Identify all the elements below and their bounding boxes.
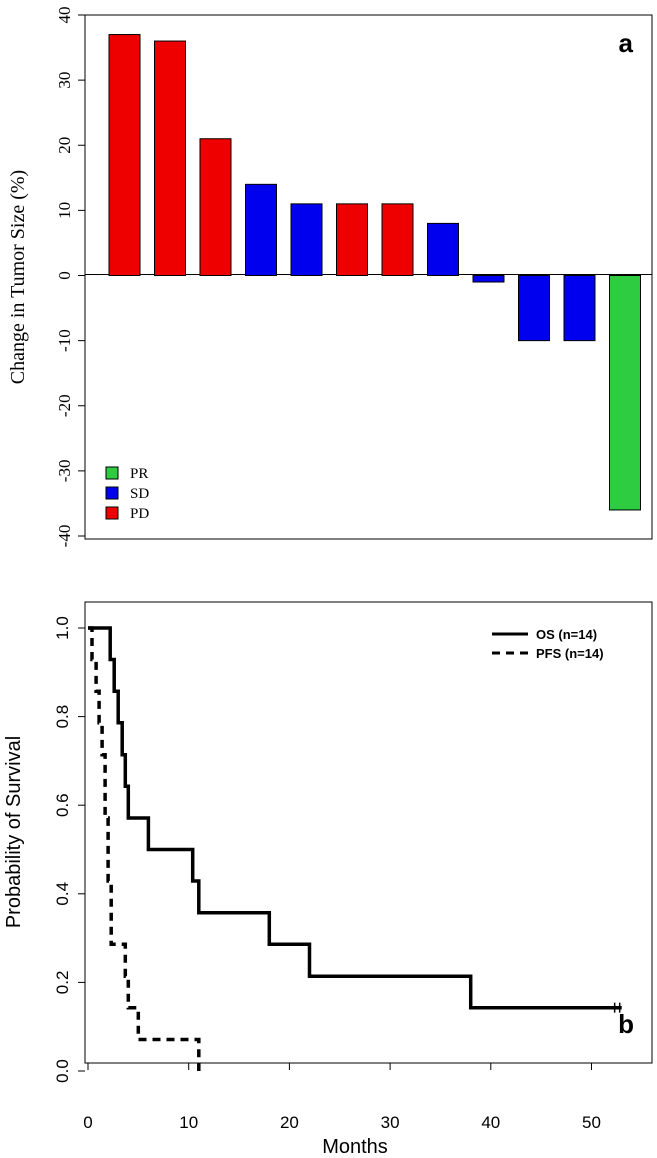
waterfall-bar — [381, 203, 414, 276]
waterfall-bar — [563, 275, 596, 342]
waterfall-plot-frame — [84, 14, 653, 540]
waterfall-y-tick-label: 10 — [55, 202, 74, 219]
survival-x-tick-label: 0 — [83, 1113, 92, 1132]
legend-swatch-sd — [105, 486, 119, 500]
legend-label-pr: PR — [130, 466, 148, 482]
waterfall-bar — [108, 34, 141, 276]
survival-x-axis-label: Months — [322, 1136, 388, 1158]
survival-x-tick-label: 50 — [582, 1113, 601, 1132]
waterfall-y-axis-label: Change in Tumor Size (%) — [7, 170, 29, 384]
survival-x-tick-label: 30 — [381, 1113, 400, 1132]
waterfall-bar — [154, 40, 186, 276]
survival-chart-panel: 0.0 0.2 0.4 0.6 0.8 1.0 0 10 20 30 40 50 Probabili… — [3, 601, 653, 1158]
panel-a-label: a — [619, 28, 634, 58]
panel-b-label: b — [618, 1009, 634, 1039]
waterfall-y-tick-label: -20 — [55, 394, 74, 417]
waterfall-bar — [336, 203, 368, 276]
survival-y-tick-label: 0.4 — [53, 882, 72, 906]
waterfall-y-tick-label: 30 — [55, 72, 74, 89]
pfs-curve — [88, 626, 201, 1071]
survival-y-tick-label: 0.8 — [53, 705, 72, 729]
waterfall-bar — [609, 275, 641, 511]
os-curve — [88, 626, 622, 1010]
legend-label-sd: SD — [130, 486, 149, 502]
survival-y-axis-label: Probability of Survival — [3, 736, 25, 928]
legend-label-pd: PD — [130, 506, 149, 522]
waterfall-bar — [518, 275, 550, 342]
survival-y-axis: 0.0 0.2 0.4 0.6 0.8 1.0 — [53, 616, 85, 1083]
waterfall-bar — [199, 138, 232, 276]
survival-x-tick-label: 10 — [179, 1113, 198, 1132]
waterfall-y-tick-label: 40 — [55, 7, 74, 24]
legend-label-os: OS (n=14) — [536, 627, 597, 642]
waterfall-y-axis: 40 30 20 10 0 -10 -20 -30 -40 — [55, 7, 85, 548]
survival-y-tick-label: 0.0 — [53, 1059, 72, 1083]
survival-y-tick-label: 1.0 — [53, 616, 72, 640]
waterfall-y-tick-label: -40 — [55, 525, 74, 548]
waterfall-bar — [427, 222, 459, 276]
waterfall-bar — [472, 275, 505, 283]
survival-plot-frame — [84, 601, 653, 1064]
waterfall-y-tick-label: 20 — [55, 137, 74, 154]
waterfall-bar — [245, 183, 277, 276]
survival-x-tick-label: 20 — [280, 1113, 299, 1132]
legend-swatch-pr — [105, 466, 119, 480]
survival-y-tick-label: 0.2 — [53, 971, 72, 995]
waterfall-y-tick-label: 0 — [55, 271, 74, 280]
waterfall-chart-panel: 40 30 20 10 0 -10 -20 -30 -40 Change in Tumor Si… — [7, 7, 653, 548]
waterfall-bar — [290, 203, 323, 276]
survival-x-tick-label: 40 — [481, 1113, 500, 1132]
legend-label-pfs: PFS (n=14) — [536, 646, 604, 661]
survival-y-tick-label: 0.6 — [53, 793, 72, 817]
survival-legend: OS (n=14) PFS (n=14) — [492, 627, 604, 661]
waterfall-y-tick-label: -30 — [55, 460, 74, 483]
waterfall-legend: PR SD PD — [105, 466, 149, 522]
legend-swatch-pd — [105, 506, 119, 520]
survival-x-axis: 0 10 20 30 40 50 — [83, 1063, 601, 1132]
waterfall-y-tick-label: -10 — [55, 329, 74, 352]
